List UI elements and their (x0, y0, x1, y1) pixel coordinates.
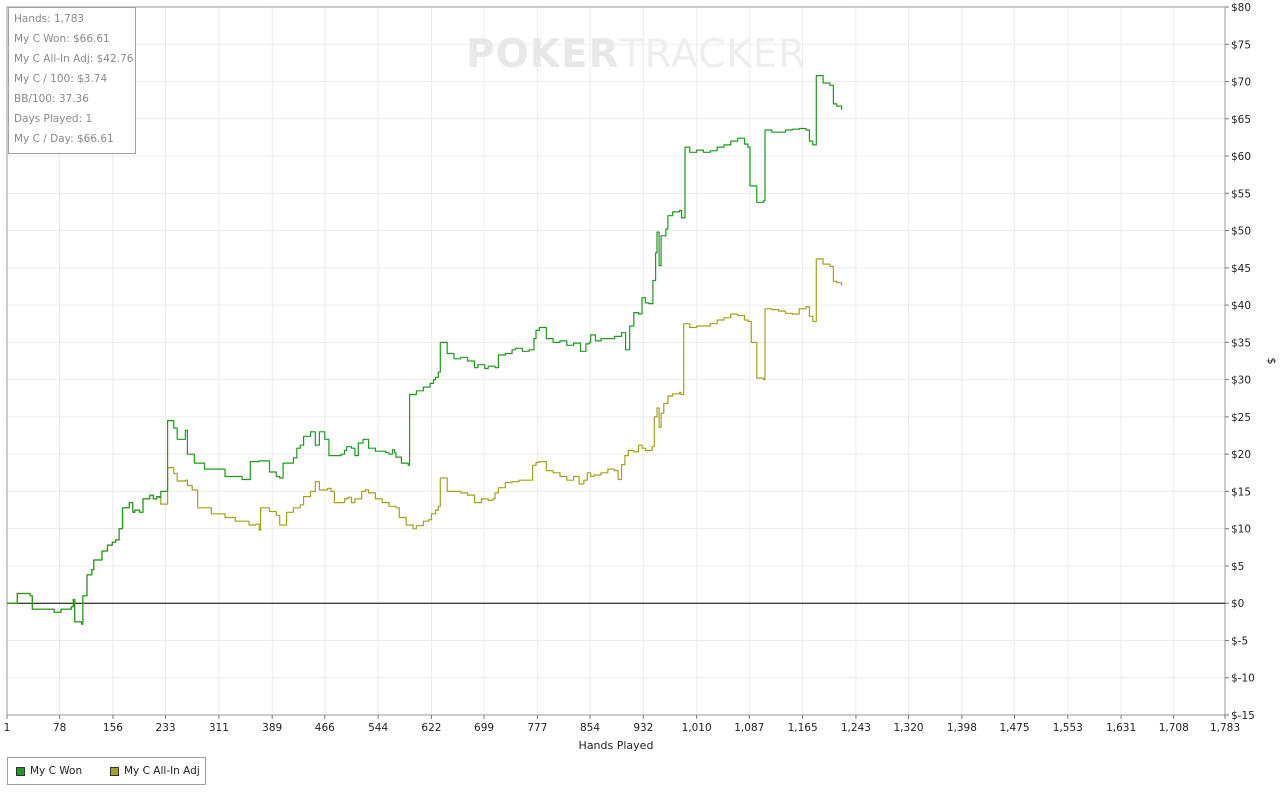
x-tick-label: 1,398 (947, 722, 977, 734)
x-tick-label: 1,631 (1106, 722, 1136, 734)
x-tick-label: 854 (580, 722, 600, 734)
y-tick-label: $-15 (1231, 710, 1255, 722)
x-tick-label: 466 (315, 722, 335, 734)
y-tick-label: $0 (1231, 598, 1244, 610)
stat-hands: Hands: 1,783 (14, 13, 85, 25)
y-tick-label: $10 (1231, 524, 1251, 536)
x-tick-label: 1,708 (1159, 722, 1189, 734)
series-line-my-c-won (7, 75, 843, 625)
y-tick-label: $15 (1231, 486, 1251, 498)
stat-won: My C Won: $66.61 (14, 33, 110, 45)
y-tick-label: $-5 (1231, 635, 1248, 647)
series-lines (7, 75, 843, 625)
stat-days: Days Played: 1 (14, 113, 93, 125)
y-tick-label: $75 (1231, 39, 1251, 51)
y-tick-label: $30 (1231, 375, 1251, 387)
y-tick-label: $5 (1231, 561, 1244, 573)
x-tick-label: 1,320 (894, 722, 924, 734)
stat-per100: My C / 100: $3.74 (14, 73, 108, 85)
x-tick-label: 1,087 (734, 722, 764, 734)
legend-label-won: My C Won (30, 765, 83, 777)
x-tick-label: 1,165 (788, 722, 818, 734)
x-axis-title: Hands Played (579, 739, 654, 752)
legend-label-allin: My C All-In Adj (124, 765, 200, 777)
y-tick-label: $50 (1231, 226, 1251, 238)
stat-allin: My C All-In Adj: $42.76 (14, 53, 134, 65)
y-tick-label: $80 (1231, 2, 1251, 14)
y-tick-label: $35 (1231, 337, 1251, 349)
x-tick-label: 622 (421, 722, 441, 734)
stat-bb100: BB/100: 37.36 (14, 93, 89, 105)
stat-perday: My C / Day: $66.61 (14, 133, 114, 145)
x-tick-label: 156 (103, 722, 123, 734)
y-tick-label: $-10 (1231, 673, 1255, 685)
x-tick-label: 233 (156, 722, 176, 734)
y-tick-label: $60 (1231, 151, 1251, 163)
x-tick-label: 78 (53, 722, 66, 734)
legend: My C Won My C All-In Adj (7, 757, 206, 785)
x-tick-label: 1,243 (841, 722, 871, 734)
y-tick-label: $70 (1231, 77, 1251, 89)
x-tick-label: 1,783 (1210, 722, 1240, 734)
y-tick-label: $65 (1231, 114, 1251, 126)
x-tick-label: 311 (209, 722, 229, 734)
x-tick-label: 777 (527, 722, 547, 734)
y-axis-title: $ (1265, 358, 1278, 365)
y-tick-label: $45 (1231, 263, 1251, 275)
x-tick-label: 932 (633, 722, 653, 734)
x-axis-ticks: 1 78 156 233 311 389 466 544 622 699 777 854 932 1,01… (4, 715, 1240, 734)
watermark-bold: POKER (466, 32, 620, 77)
x-tick-label: 1 (4, 722, 11, 734)
y-tick-label: $55 (1231, 188, 1251, 200)
stats-box: Hands: 1,783 My C Won: $66.61 My C All-I… (8, 7, 136, 154)
legend-swatch-allin (110, 766, 119, 776)
y-tick-label: $25 (1231, 412, 1251, 424)
x-tick-label: 1,553 (1053, 722, 1083, 734)
x-tick-label: 544 (368, 722, 388, 734)
legend-swatch-won (16, 766, 25, 776)
watermark-light: TRACKER (619, 32, 807, 77)
x-tick-label: 699 (474, 722, 494, 734)
x-tick-label: 1,475 (999, 722, 1029, 734)
y-tick-label: $40 (1231, 300, 1251, 312)
x-tick-label: 389 (262, 722, 282, 734)
legend-item-won[interactable]: My C Won (16, 765, 82, 777)
poker-tracker-watermark: POKERTRACKER (466, 32, 807, 77)
y-axis-ticks: $-15 $-10 $-5 $0 $5 $10 $15 $20 $25 $30 $35 $40 $45 $… (1225, 2, 1255, 722)
y-tick-label: $20 (1231, 449, 1251, 461)
legend-item-allin[interactable]: My C All-In Adj (110, 765, 200, 777)
plot-frame (6, 6, 1226, 716)
x-tick-label: 1,010 (682, 722, 712, 734)
